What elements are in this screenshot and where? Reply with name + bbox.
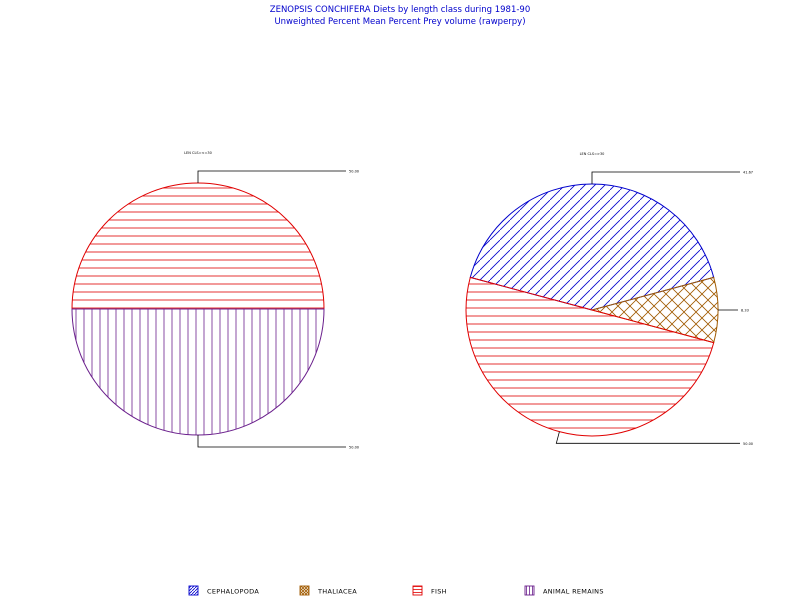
pie-1-value-label-animal-remains: 50.00 bbox=[349, 446, 359, 450]
legend-label-cephalopoda: CEPHALOPODA bbox=[207, 588, 259, 596]
legend-item-thaliacea: THALIACEA bbox=[299, 585, 357, 596]
pie-2: LEN CLS=>30 41.67 8.33 50.00 bbox=[465, 152, 753, 446]
legend-swatch-animal-remains bbox=[524, 585, 535, 596]
pie-1-slice-fish bbox=[71, 182, 325, 310]
pie-1-value-label-fish: 50.00 bbox=[349, 170, 359, 174]
legend-label-animal-remains: ANIMAL REMAINS bbox=[543, 588, 604, 596]
chart-subtitle: Unweighted Percent Mean Percent Prey vol… bbox=[274, 17, 525, 27]
pie-2-leader-fish bbox=[555, 431, 740, 444]
pie-2-value-label-cephalopoda: 41.67 bbox=[743, 171, 753, 175]
legend-item-fish: FISH bbox=[412, 585, 447, 596]
pie-1-slice-animal-remains bbox=[71, 308, 325, 436]
pie-1-leader-fish bbox=[197, 170, 346, 183]
legend: CEPHALOPODA THALIACEA FISH ANIMAL REMAINS bbox=[188, 585, 604, 596]
legend-label-fish: FISH bbox=[431, 588, 447, 596]
chart-title: ZENOPSIS CONCHIFERA Diets by length clas… bbox=[270, 5, 531, 15]
legend-label-thaliacea: THALIACEA bbox=[317, 588, 357, 596]
legend-item-animal-remains: ANIMAL REMAINS bbox=[524, 585, 604, 596]
pie-1-leader-animal-remains bbox=[197, 435, 346, 448]
legend-item-cephalopoda: CEPHALOPODA bbox=[188, 585, 259, 596]
pie-2-value-label-thaliacea: 8.33 bbox=[741, 309, 749, 313]
pie-1: LEN CLS=<=30 50.00 50.00 bbox=[71, 151, 359, 450]
pies-layer: LEN CLS=<=30 50.00 50.00 LEN CLS=>30 41.67 8.… bbox=[71, 151, 753, 450]
legend-swatch-cephalopoda bbox=[188, 585, 199, 596]
pie-2-slice-fish bbox=[465, 276, 715, 437]
pie-2-leader-cephalopoda bbox=[591, 171, 740, 184]
legend-swatch-thaliacea bbox=[299, 585, 310, 596]
pie-2-value-label-fish: 50.00 bbox=[743, 442, 753, 446]
pie-2-group-label: LEN CLS=>30 bbox=[580, 152, 605, 156]
legend-swatch-fish bbox=[412, 585, 423, 596]
pie-1-group-label: LEN CLS=<=30 bbox=[184, 151, 212, 155]
